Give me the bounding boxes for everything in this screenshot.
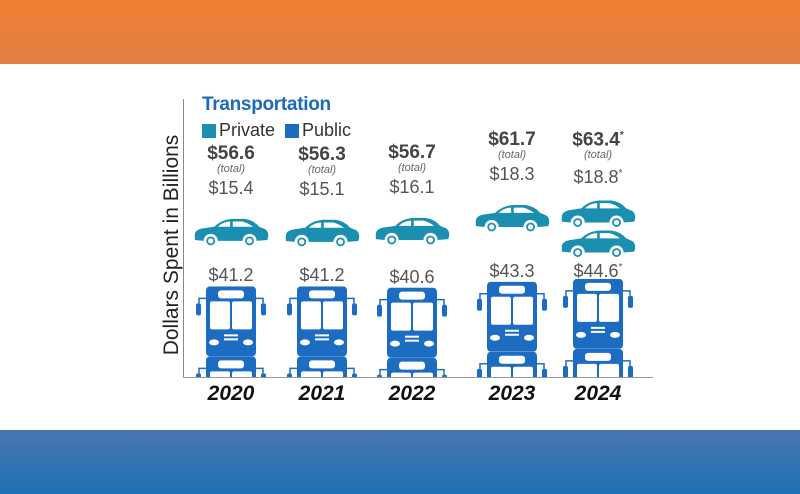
public-value-label-2024: $44.6* [573, 260, 623, 281]
legend-swatch-public [285, 123, 300, 138]
bar-public-2022-bus-0 [377, 287, 447, 358]
x-tick-2022: 2022 [388, 382, 436, 405]
bar-private-2024-car-0 [560, 199, 637, 229]
bar-private-2021-car-0 [284, 218, 361, 249]
chart-title: Transportation [202, 94, 331, 115]
legend-item-public: Public [285, 120, 351, 141]
private-value-label: $18.8* [573, 167, 623, 188]
total-sublabel: (total) [497, 149, 527, 162]
bar-public-2023-bus-1 [477, 351, 547, 377]
bar-public-2021-bus-1 [287, 356, 357, 377]
private-value-label: $16.1 [389, 177, 435, 198]
total-sublabel: (total) [307, 164, 337, 177]
bar-private-2022-car-0 [374, 216, 451, 247]
total-label: $61.7 [488, 129, 536, 151]
private-value-label: $18.3 [489, 164, 535, 185]
legend: Private Public [202, 120, 361, 141]
public-value-label-2023: $43.3 [489, 260, 535, 281]
column-labels-2021: $56.3 (total) $15.1 [274, 145, 370, 199]
bar-private-2020-car-0 [193, 217, 270, 248]
bar-public-2024-bus-0 [563, 278, 633, 349]
total-label: $56.6 [207, 143, 255, 165]
total-label: $56.3 [298, 144, 346, 166]
bar-public-2020-bus-1 [196, 356, 266, 377]
total-label: $63.4* [572, 129, 624, 151]
legend-item-private: Private [202, 120, 275, 141]
legend-label-public: Public [302, 120, 352, 140]
public-value-label-2020: $41.2 [208, 265, 254, 286]
x-tick-2021: 2021 [298, 382, 346, 405]
legend-swatch-private [202, 123, 216, 138]
bar-private-2023-car-1 [474, 233, 551, 262]
public-value-label-2022: $40.6 [389, 266, 435, 287]
private-value-label: $15.4 [208, 178, 254, 199]
x-tick-2024: 2024 [574, 382, 622, 405]
total-label: $56.7 [388, 142, 436, 164]
bar-public-2021-bus-0 [287, 286, 357, 357]
total-sublabel: (total) [397, 162, 427, 175]
total-sublabel: (total) [216, 163, 246, 176]
legend-label-private: Private [219, 120, 276, 140]
column-labels-2023: $61.7 (total) $18.3 [464, 130, 560, 184]
bar-private-2023-car-0 [474, 203, 551, 234]
x-tick-2020: 2020 [207, 382, 255, 405]
y-axis-line [183, 99, 184, 378]
bar-private-2020-car-1 [193, 247, 270, 267]
bar-private-2024-car-1 [560, 229, 637, 259]
x-axis-line [183, 377, 653, 378]
bar-private-2021-car-1 [284, 248, 361, 267]
bar-public-2024-bus-1 [563, 348, 633, 377]
column-labels-2020: $56.6 (total) $15.4 [183, 144, 279, 198]
x-tick-2023: 2023 [488, 382, 536, 405]
bar-public-2022-bus-1 [377, 357, 447, 377]
bar-public-2020-bus-0 [196, 286, 266, 357]
private-value-label: $15.1 [299, 179, 345, 200]
bottom-banner [0, 430, 800, 494]
total-sublabel: (total) [583, 149, 613, 162]
public-value-label-2021: $41.2 [299, 265, 345, 286]
bar-public-2023-bus-0 [477, 281, 547, 352]
column-labels-2024: $63.4* (total) $18.8* [550, 126, 646, 187]
top-banner [0, 0, 800, 64]
bar-private-2022-car-1 [374, 246, 451, 268]
column-labels-2022: $56.7 (total) $16.1 [364, 143, 460, 197]
